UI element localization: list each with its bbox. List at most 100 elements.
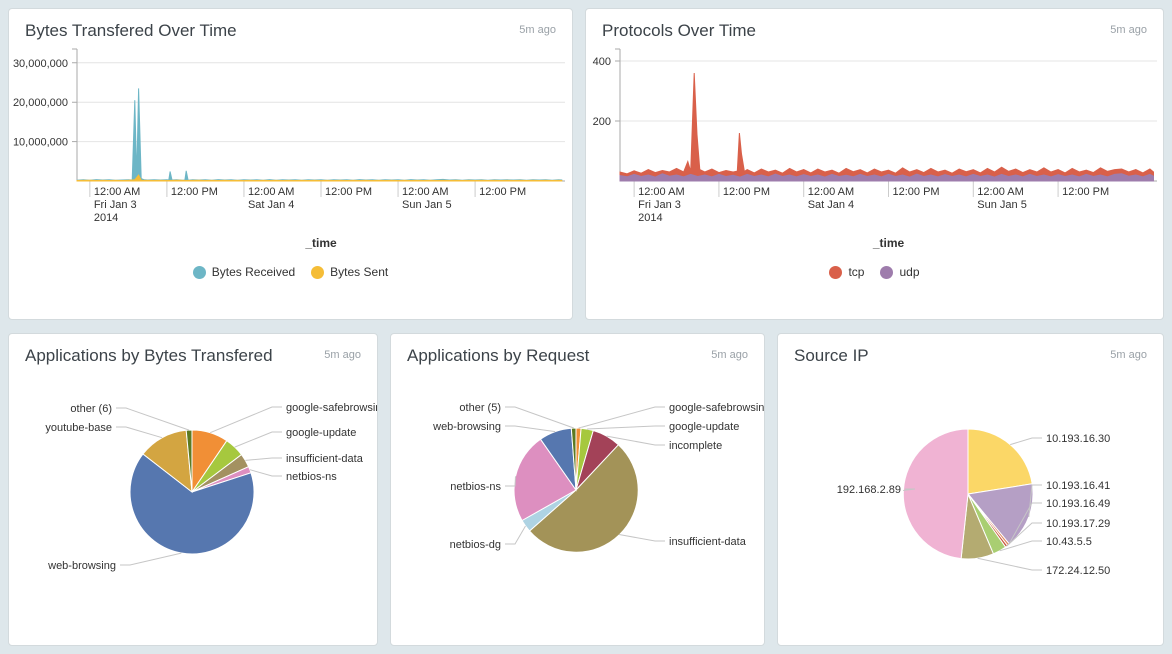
panel-apps-by-bytes: Applications by Bytes Transfered 5m ago … (8, 333, 378, 646)
legend-label: tcp (848, 265, 864, 279)
x-axis-tick-label: Sun Jan 5 (402, 199, 452, 211)
panel-title: Bytes Transfered Over Time (25, 21, 237, 41)
pie-slice-label: google-safebrowsing (669, 402, 764, 414)
x-axis-tick-label: Sat Jan 4 (248, 199, 294, 211)
refresh-time-badge: 5m ago (324, 346, 361, 361)
pie-leader-line (579, 407, 666, 428)
pie-slice-label: web-browsing (47, 560, 116, 572)
pie-slice-label: 172.24.12.50 (1046, 565, 1110, 577)
pie-slice-label: google-update (286, 427, 356, 439)
apps-by-bytes-pie-chart[interactable]: google-safebrowsing google-update insuffic… (9, 368, 377, 634)
dashboard-row-bottom: Applications by Bytes Transfered 5m ago … (8, 333, 1164, 646)
pie-leader-line (619, 535, 665, 542)
refresh-time-badge: 5m ago (1110, 21, 1147, 36)
y-axis-tick-label: 400 (593, 56, 611, 68)
panel-title: Applications by Bytes Transfered (25, 346, 273, 366)
x-axis-tick-label: Sun Jan 5 (977, 199, 1027, 211)
pie-leader-line (505, 426, 555, 432)
y-axis-tick-label: 20,000,000 (13, 98, 68, 110)
pie-slice-label: 10.193.16.49 (1046, 498, 1110, 510)
pie-leader-line (116, 427, 162, 438)
x-axis-tick-label: 12:00 AM (977, 186, 1023, 198)
pie-slice-label: 10.43.5.5 (1046, 536, 1092, 548)
chart-legend: Bytes Received Bytes Sent (9, 265, 572, 279)
legend-item-udp[interactable]: udp (880, 265, 919, 279)
panel-title: Applications by Request (407, 346, 589, 366)
pie-slice-label: incomplete (669, 440, 722, 452)
pie-slice-label: netbios-ns (450, 481, 501, 493)
pie-slice-label: google-safebrowsing (286, 402, 377, 414)
panel-bytes-over-time: Bytes Transfered Over Time 5m ago 10,000… (8, 8, 573, 320)
x-axis-tick-label: 12:00 PM (893, 186, 940, 198)
dashboard: Bytes Transfered Over Time 5m ago 10,000… (0, 0, 1172, 654)
refresh-time-badge: 5m ago (519, 21, 556, 36)
protocols-over-time-chart[interactable]: 20040012:00 AMFri Jan 3201412:00 PM12:00… (586, 43, 1163, 227)
x-axis-tick-label: 12:00 PM (723, 186, 770, 198)
legend-item-bytes-sent[interactable]: Bytes Sent (311, 265, 388, 279)
pie-slice-label: 10.193.16.41 (1046, 480, 1110, 492)
legend-item-bytes-received[interactable]: Bytes Received (193, 265, 295, 279)
bytes-over-time-chart[interactable]: 10,000,00020,000,00030,000,00012:00 AMFr… (9, 43, 572, 227)
source-ip-pie-chart[interactable]: 10.193.16.3010.193.16.4110.193.16.4910.1… (778, 368, 1163, 634)
x-axis-tick-label: 12:00 AM (402, 186, 448, 198)
pie-slice-label: youtube-base (45, 422, 112, 434)
pie-slice-label: insufficient-data (286, 453, 364, 465)
y-axis-tick-label: 10,000,000 (13, 137, 68, 149)
legend-label: Bytes Sent (330, 265, 388, 279)
x-axis-tick-label: 12:00 AM (638, 186, 684, 198)
refresh-time-badge: 5m ago (1110, 346, 1147, 361)
pie-slice-label: insufficient-data (669, 536, 747, 548)
y-axis-tick-label: 200 (593, 116, 611, 128)
pie-leader-line (505, 407, 574, 428)
legend-item-tcp[interactable]: tcp (829, 265, 864, 279)
pie-slice-10.193.16.30[interactable] (968, 429, 1032, 494)
x-axis-tick-label: 12:00 PM (479, 186, 526, 198)
legend-swatch (829, 266, 842, 279)
panel-apps-by-request: Applications by Request 5m ago google-sa… (390, 333, 765, 646)
panel-header: Applications by Bytes Transfered 5m ago (9, 342, 377, 368)
x-axis-tick-label: 12:00 AM (248, 186, 294, 198)
panel-source-ip: Source IP 5m ago 10.193.16.30 10.193.16.4… (777, 333, 1164, 646)
pie-slice-label: netbios-ns (286, 471, 337, 483)
x-axis-tick-label: 12:00 PM (171, 186, 218, 198)
x-axis-tick-label: Fri Jan 3 (94, 199, 137, 211)
series-area-tcp[interactable] (620, 73, 1154, 181)
pie-slice-label: 10.193.16.30 (1046, 433, 1110, 445)
panel-header: Source IP 5m ago (778, 342, 1163, 368)
chart-legend: tcp udp (586, 265, 1163, 279)
pie-slice-label: web-browsing (432, 421, 501, 433)
panel-header: Protocols Over Time 5m ago (586, 17, 1163, 43)
legend-label: Bytes Received (212, 265, 295, 279)
panel-protocols-over-time: Protocols Over Time 5m ago 200 400 12:00 A… (585, 8, 1164, 320)
pie-slice-label: netbios-dg (450, 539, 501, 551)
pie-leader-line (978, 559, 1042, 571)
x-axis-tick-label: Sat Jan 4 (808, 199, 854, 211)
pie-leader-line (505, 526, 526, 544)
x-axis-tick-label: 12:00 AM (94, 186, 140, 198)
pie-leader-line (210, 407, 282, 433)
apps-by-request-pie-chart[interactable]: google-safebrowsing google-update incomple… (391, 368, 764, 634)
pie-slice-192.168.2.89[interactable] (903, 429, 968, 559)
panel-header: Bytes Transfered Over Time 5m ago (9, 17, 572, 43)
y-axis-tick-label: 30,000,000 (13, 58, 68, 70)
refresh-time-badge: 5m ago (711, 346, 748, 361)
x-axis-title: _time (620, 236, 1157, 250)
pie-slice-label: 192.168.2.89 (837, 484, 901, 496)
pie-slice-label: other (5) (459, 402, 501, 414)
panel-title: Source IP (794, 346, 869, 366)
dashboard-row-top: Bytes Transfered Over Time 5m ago 10,000… (8, 8, 1164, 320)
pie-leader-line (250, 470, 282, 476)
legend-swatch (311, 266, 324, 279)
legend-swatch (193, 266, 206, 279)
pie-leader-line (235, 432, 282, 447)
x-axis-tick-label: 2014 (638, 212, 662, 224)
pie-leader-line (120, 553, 181, 565)
pie-leader-line (245, 458, 282, 460)
legend-label: udp (899, 265, 919, 279)
series-area-bytes-sent[interactable] (77, 175, 562, 181)
legend-swatch (880, 266, 893, 279)
x-axis-tick-label: 2014 (94, 212, 118, 224)
x-axis-tick-label: 12:00 AM (808, 186, 854, 198)
pie-slice-label: google-update (669, 421, 739, 433)
pie-leader-line (1010, 438, 1042, 445)
